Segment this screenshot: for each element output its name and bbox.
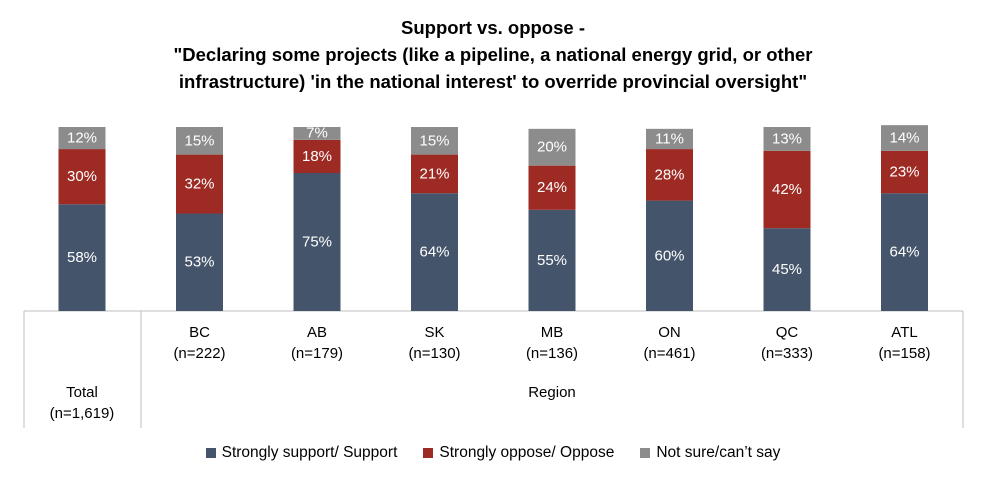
bar-segment-2-6 [763,127,811,151]
chart-title-line-1: Support vs. oppose - [401,17,585,38]
group-label-region: Region [528,384,576,401]
category-label: ATL [891,324,917,341]
bar-segment-2-1 [176,127,223,155]
bar-value-label: 15% [184,132,214,149]
legend-label-not-sure: Not sure/can’t say [656,444,781,461]
bar-value-label: 55% [537,252,567,269]
bar-segment-0-1 [176,213,223,311]
category-sample-size: (n=1,619) [50,405,115,422]
bar-value-label: 23% [889,164,919,181]
bar-value-label: 60% [654,247,684,264]
bar-segment-0-6 [763,228,811,311]
bar-value-label: 75% [302,234,332,251]
bar-value-label: 58% [67,249,97,266]
bar-value-label: 64% [419,244,449,261]
bar-value-label: 12% [67,130,97,147]
legend-item-oppose: Strongly oppose/ Oppose [423,444,614,462]
chart-title-line-3: infrastructure) 'in the national interes… [178,71,808,92]
legend-swatch-oppose [423,448,434,458]
bar-value-label: 14% [889,130,919,147]
category-label: AB [307,324,327,341]
category-label: QC [776,324,799,341]
category-sample-size: (n=333) [761,345,813,362]
bar-value-label: 7% [306,125,328,142]
bar-value-label: 20% [537,139,567,156]
category-sample-size: (n=222) [173,345,225,362]
chart-title-line-2: "Declaring some projects (like a pipelin… [173,44,813,65]
legend-swatch-not-sure [640,448,651,458]
bar-value-label: 24% [537,179,567,196]
bar-segment-1-7 [881,150,928,194]
bar-segment-2-5 [646,128,693,150]
legend-item-support: Strongly support/ Support [205,444,398,462]
bar-value-label: 28% [654,166,684,183]
bar-segment-2-3 [411,127,458,155]
bar-segment-1-4 [528,165,576,210]
bar-segment-1-1 [176,154,223,214]
bar-segment-0-0 [58,204,106,311]
bar-value-label: 45% [772,261,802,278]
bar-value-label: 21% [419,165,449,182]
bar-value-label: 18% [302,148,332,165]
bar-segment-1-3 [411,154,458,194]
bar-value-label: 64% [889,244,919,261]
category-sample-size: (n=158) [878,345,930,362]
bar-segment-1-6 [763,150,811,229]
category-label: BC [189,324,210,341]
bar-segment-2-2 [293,127,341,140]
category-sample-size: (n=461) [643,345,695,362]
bar-segment-2-7 [881,125,928,151]
legend-item-not-sure: Not sure/can’t say [640,444,780,462]
bar-segment-0-4 [528,209,576,311]
category-label: Total [66,384,98,401]
bar-value-label: 53% [184,254,214,271]
category-label: SK [424,324,444,341]
bar-segment-0-5 [646,200,693,311]
legend-label-oppose: Strongly oppose/ Oppose [439,444,615,461]
bar-segment-1-2 [293,139,341,173]
bar-segment-2-0 [58,127,106,150]
bar-value-label: 11% [655,130,684,147]
bar-segment-0-7 [881,193,928,311]
category-label: ON [658,324,681,341]
category-sample-size: (n=179) [291,345,343,362]
chart-title: Support vs. oppose - "Declaring some pro… [0,14,986,95]
category-sample-size: (n=136) [526,345,578,362]
chart-legend: Strongly support/ Support Strongly oppos… [0,444,986,462]
bar-segment-1-5 [646,149,693,201]
bar-segment-0-3 [411,193,458,311]
bar-segment-1-0 [58,149,106,205]
bar-value-label: 32% [184,176,214,193]
legend-swatch-support [205,448,216,458]
bar-value-label: 15% [419,132,449,149]
bar-segment-0-2 [293,173,341,311]
legend-label-support: Strongly support/ Support [221,444,398,461]
bar-value-label: 42% [772,181,802,198]
bar-segment-2-4 [528,128,576,166]
bar-value-label: 13% [772,130,802,147]
category-sample-size: (n=130) [408,345,460,362]
bar-value-label: 30% [67,168,97,185]
category-label: MB [541,324,564,341]
